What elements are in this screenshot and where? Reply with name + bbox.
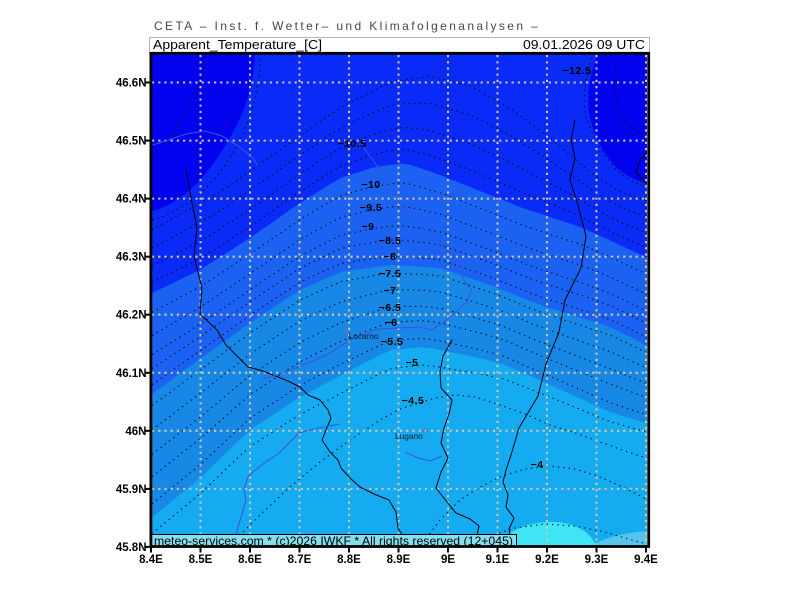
svg-text:−4.5: −4.5: [402, 395, 425, 407]
svg-text:46.1N: 46.1N: [116, 368, 147, 380]
svg-text:−12.5: −12.5: [562, 65, 591, 77]
svg-text:−7.5: −7.5: [379, 268, 402, 280]
svg-text:9.3E: 9.3E: [585, 554, 609, 566]
svg-text:Lugano: Lugano: [395, 431, 423, 441]
svg-text:46.3N: 46.3N: [116, 252, 147, 264]
svg-text:−5: −5: [406, 357, 419, 369]
svg-text:45.9N: 45.9N: [116, 484, 147, 496]
svg-text:−7: −7: [384, 285, 397, 297]
svg-text:−6: −6: [385, 317, 398, 329]
svg-text:−9: −9: [362, 221, 375, 233]
svg-text:8.5E: 8.5E: [189, 554, 213, 566]
svg-text:9.2E: 9.2E: [535, 554, 559, 566]
svg-text:−5.5: −5.5: [381, 336, 404, 348]
svg-text:46.6N: 46.6N: [116, 78, 147, 90]
svg-text:8.7E: 8.7E: [288, 554, 312, 566]
svg-text:−8.5: −8.5: [379, 235, 402, 247]
svg-text:8.6E: 8.6E: [238, 554, 262, 566]
svg-text:meteo-services.com * (c)2026 I: meteo-services.com * (c)2026 IWKF * All …: [154, 534, 513, 548]
svg-text:−10.5: −10.5: [337, 138, 366, 150]
svg-text:09.01.2026 09 UTC: 09.01.2026 09 UTC: [523, 38, 645, 52]
svg-text:46.2N: 46.2N: [116, 310, 147, 322]
svg-text:Locarno: Locarno: [349, 331, 379, 341]
svg-text:9.1E: 9.1E: [486, 554, 510, 566]
svg-text:9E: 9E: [441, 554, 455, 566]
svg-text:9.4E: 9.4E: [634, 554, 658, 566]
svg-text:CETA – Inst. f. Wetter– und Kl: CETA – Inst. f. Wetter– und Klimafolgena…: [154, 19, 539, 33]
svg-text:−6.5: −6.5: [379, 302, 402, 314]
svg-text:45.8N: 45.8N: [116, 542, 147, 554]
svg-text:8.4E: 8.4E: [139, 554, 163, 566]
svg-text:Apparent_Temperature_[C]: Apparent_Temperature_[C]: [153, 38, 322, 52]
svg-text:−8: −8: [384, 251, 397, 263]
svg-text:8.8E: 8.8E: [337, 554, 361, 566]
svg-text:46N: 46N: [125, 426, 146, 438]
svg-text:−9.5: −9.5: [360, 202, 383, 214]
svg-text:46.4N: 46.4N: [116, 194, 147, 206]
svg-text:8.9E: 8.9E: [387, 554, 411, 566]
svg-text:−10: −10: [361, 179, 380, 191]
svg-text:46.5N: 46.5N: [116, 136, 147, 148]
svg-text:−4: −4: [531, 459, 544, 471]
